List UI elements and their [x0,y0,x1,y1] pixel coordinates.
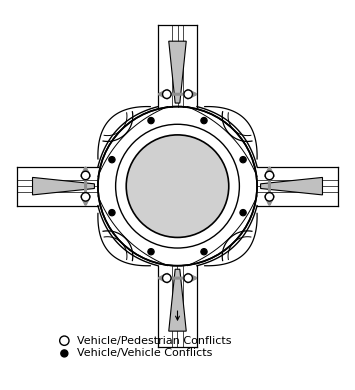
Circle shape [116,124,239,248]
Circle shape [109,156,115,163]
Circle shape [184,274,192,282]
Text: Vehicle/Vehicle Conflicts: Vehicle/Vehicle Conflicts [77,348,212,358]
Circle shape [109,209,115,216]
Circle shape [61,350,68,357]
Polygon shape [158,262,197,344]
Polygon shape [20,167,102,206]
Circle shape [163,274,171,282]
Polygon shape [169,269,186,331]
Circle shape [240,209,246,216]
Polygon shape [33,177,94,195]
Polygon shape [261,177,322,195]
Circle shape [163,90,171,98]
Polygon shape [253,167,335,206]
Polygon shape [169,41,186,103]
Circle shape [94,103,261,269]
Circle shape [148,248,154,255]
Circle shape [184,90,192,98]
Circle shape [201,117,207,124]
Polygon shape [158,29,197,110]
Circle shape [265,193,274,201]
Text: Vehicle/Pedestrian Conflicts: Vehicle/Pedestrian Conflicts [77,336,231,346]
Circle shape [265,171,274,180]
Circle shape [60,336,69,346]
Circle shape [81,171,90,180]
Circle shape [148,117,154,124]
Circle shape [126,135,229,238]
Circle shape [201,248,207,255]
Circle shape [240,156,246,163]
Circle shape [81,193,90,201]
